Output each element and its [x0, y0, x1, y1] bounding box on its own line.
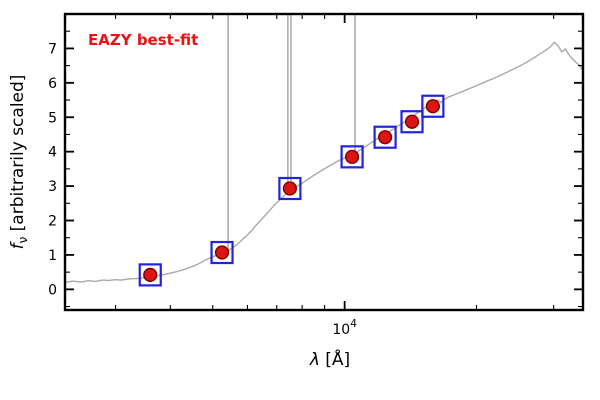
y-tick-label: 1 [48, 248, 57, 264]
photometry-square-marker [278, 176, 302, 201]
photometry-square-marker [421, 94, 445, 118]
photometry-square-marker [373, 125, 397, 149]
ylabel-units: [arbitrarily scaled] [7, 74, 28, 237]
ylabel-fnu-symbol: f [7, 243, 28, 250]
photometry-point [378, 130, 393, 145]
x-axis-label: λ [Å] [310, 350, 350, 370]
y-tick-label: 3 [48, 179, 57, 195]
photometry-point [344, 149, 360, 164]
y-tick-label: 5 [48, 110, 57, 126]
photometry-point [425, 99, 440, 114]
photometry-square-marker [138, 263, 162, 287]
y-axis-label: fν [arbitrarily scaled] [8, 75, 30, 250]
y-tick-label: 2 [48, 214, 57, 230]
spectrum-line [64, 41, 584, 284]
y-tick-label: 0 [48, 282, 57, 298]
photometry-square-marker [210, 240, 234, 265]
xlabel-units: [Å] [319, 350, 351, 370]
xlabel-lambda-symbol: λ [309, 350, 320, 370]
y-tick-label: 4 [48, 145, 57, 161]
x-tick-label: 104 [332, 318, 357, 338]
photometry-square-marker [340, 145, 364, 169]
photometry-square-marker [400, 110, 424, 134]
photometry-point [282, 181, 297, 196]
y-tick-label: 7 [48, 41, 57, 57]
photometry-point [214, 245, 230, 260]
photometry-point [404, 114, 420, 129]
photometry-point [143, 267, 158, 282]
plot-frame [63, 12, 585, 312]
ylabel-nu-subscript: ν [16, 236, 31, 244]
y-tick-label: 6 [48, 76, 57, 92]
fit-model-label: EAZY best-fit [88, 31, 199, 49]
